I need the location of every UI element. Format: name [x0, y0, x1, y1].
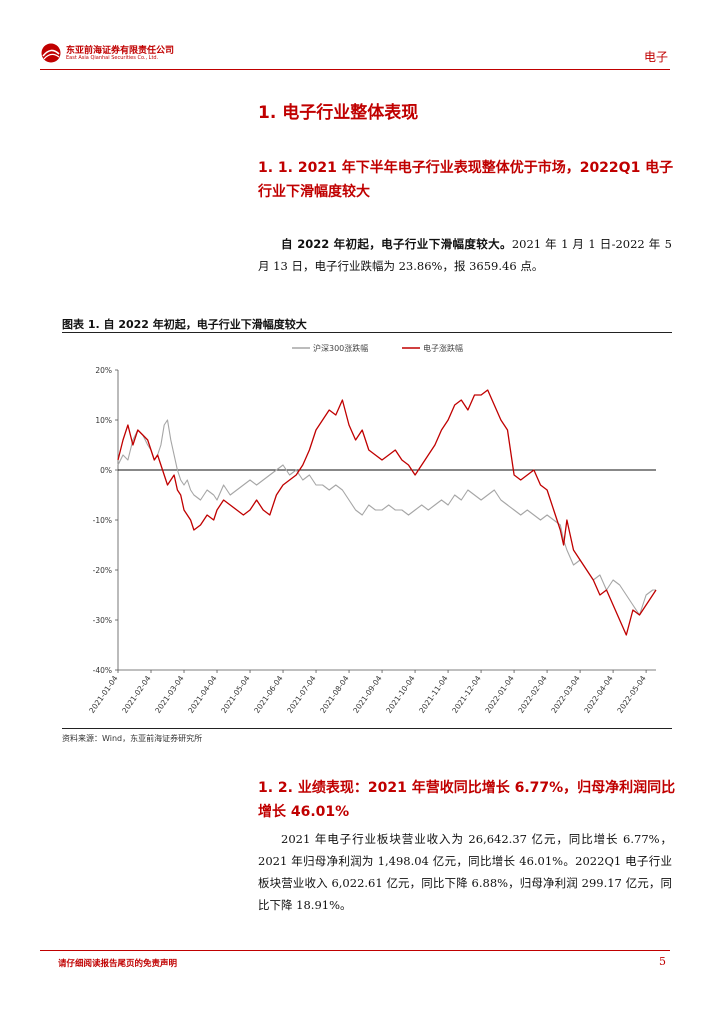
x-tick-label: 2021-01-04: [87, 674, 120, 715]
paragraph-body: 2021 年 1 月 1 日-2022 年 5 月 13 日，电子行业跌幅为 2…: [258, 237, 672, 273]
paragraph-lead: 自 2022 年初起，电子行业下滑幅度较大。: [281, 237, 512, 251]
page-number: 5: [659, 955, 666, 968]
header-divider: [40, 69, 670, 70]
x-tick-label: 2022-01-04: [483, 674, 516, 715]
x-tick-label: 2022-03-04: [549, 674, 582, 715]
subsection-title-1-1: 1. 1. 2021 年下半年电子行业表现整体优于市场，2022Q1 电子行业下…: [258, 160, 674, 200]
paragraph-1-2: 2021 年电子行业板块营业收入为 26,642.37 亿元，同比增长 6.77…: [258, 832, 672, 912]
y-tick-label: 0%: [100, 466, 112, 475]
series-line-electronics: [117, 389, 657, 636]
y-tick-label: -20%: [93, 566, 112, 575]
x-tick-label: 2021-07-04: [285, 674, 318, 715]
x-tick-label: 2022-05-04: [615, 674, 648, 715]
y-axis: 20% 10% 0% -10% -20% -30% -40%: [93, 366, 656, 675]
section-title: 1. 电子行业整体表现: [258, 103, 419, 123]
legend-label: 沪深300涨跌幅: [313, 343, 368, 353]
legend-label: 电子涨跌幅: [423, 343, 463, 353]
disclaimer-note: 请仔细阅读报告尾页的免责声明: [58, 959, 178, 969]
series-line-hs300: [117, 419, 656, 616]
figure-title: 图表 1. 自 2022 年初起，电子行业下滑幅度较大: [62, 318, 307, 331]
figure-source: 资料来源：Wind，东亚前海证券研究所: [62, 734, 203, 743]
x-tick-label: 2022-02-04: [516, 674, 549, 715]
x-tick-label: 2021-02-04: [120, 674, 153, 715]
y-tick-label: 10%: [95, 416, 112, 425]
footer-divider: [40, 950, 670, 951]
y-tick-label: 20%: [95, 366, 112, 375]
series-layer: [117, 389, 657, 636]
line-chart: 沪深300涨跌幅 电子涨跌幅 20% 10% 0% -10% -20% -30% -40% 2…: [87, 343, 657, 715]
x-tick-label: 2021-05-04: [219, 674, 252, 715]
x-tick-label: 2022-04-04: [582, 674, 615, 715]
chart-legend: 沪深300涨跌幅 电子涨跌幅: [292, 343, 463, 353]
x-axis: 2021-01-04 2021-02-04 2021-03-04 2021-04-04…: [87, 669, 656, 715]
x-tick-label: 2021-10-04: [384, 674, 417, 715]
x-tick-label: 2021-11-04: [417, 674, 450, 715]
figure-bottom-divider: [62, 728, 672, 729]
x-tick-label: 2021-08-04: [318, 674, 351, 715]
company-name-cn: 东亚前海证券有限责任公司: [66, 46, 175, 56]
company-logo-icon: [41, 43, 61, 63]
y-tick-label: -30%: [93, 616, 112, 625]
section-tag: 电子: [643, 50, 668, 64]
x-tick-label: 2021-04-04: [186, 674, 219, 715]
figure-top-divider: [62, 332, 672, 333]
subsection-title-1-2: 1. 2. 业绩表现：2021 年营收同比增长 6.77%，归母净利润同比增长 …: [258, 780, 676, 820]
x-tick-label: 2021-06-04: [252, 674, 285, 715]
company-name-en: East Asia Qianhai Securities Co., Ltd.: [66, 55, 159, 61]
x-tick-label: 2021-09-04: [351, 674, 384, 715]
paragraph-1-1: 自 2022 年初起，电子行业下滑幅度较大。2021 年 1 月 1 日-202…: [258, 233, 672, 277]
y-tick-label: -10%: [93, 516, 112, 525]
x-tick-label: 2021-12-04: [450, 674, 483, 715]
x-tick-label: 2021-03-04: [153, 674, 186, 715]
y-tick-label: -40%: [93, 666, 112, 675]
